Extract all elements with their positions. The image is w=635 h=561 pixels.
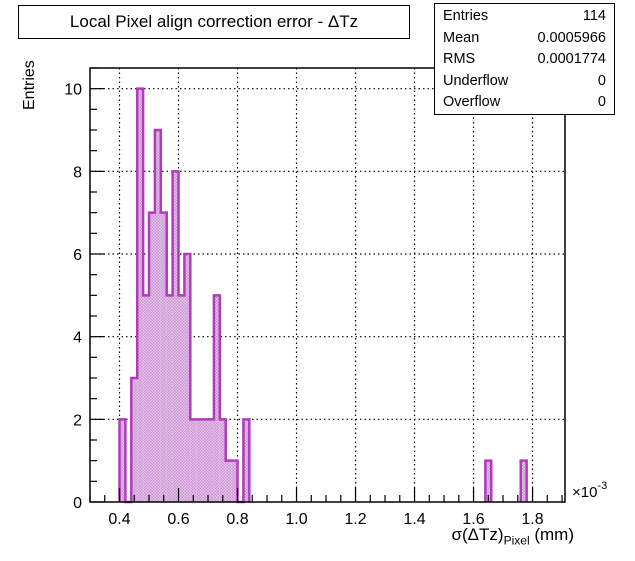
stats-label: Overflow [443, 94, 501, 110]
x-tick-label: 1.8 [521, 511, 543, 528]
stats-row-underflow: Underflow 0 [443, 71, 606, 93]
y-tick-label: 8 [73, 164, 82, 181]
histogram-bin [243, 419, 250, 502]
histogram-bin [190, 419, 197, 502]
stats-label: Mean [443, 29, 480, 46]
x-tick-label: 0.8 [226, 511, 248, 528]
x-axis-exponent-base: ×10 [572, 484, 598, 501]
x-axis-label-subscript: Pixel [503, 533, 530, 548]
stats-row-mean: Mean 0.0005966 [443, 28, 606, 50]
x-tick-label: 1.4 [403, 511, 425, 528]
histogram-bin [149, 212, 155, 502]
x-axis-label-main: σ(ΔTz) [451, 525, 504, 544]
stats-box: Entries 114 Mean 0.0005966 RMS 0.0001774… [434, 3, 615, 115]
stats-value: 0 [597, 72, 606, 89]
histogram-bin [131, 378, 138, 502]
histogram-bin [119, 419, 126, 502]
stats-label: Entries [443, 8, 489, 24]
x-tick-label: 1.6 [462, 511, 484, 528]
stats-row-overflow: Overflow 0 [443, 92, 606, 114]
stats-value: 0 [597, 94, 606, 110]
histogram-bin [184, 254, 191, 502]
y-tick-label: 2 [73, 412, 82, 429]
histogram-bin [219, 419, 226, 502]
histogram-bin [213, 295, 220, 502]
histogram-bin [160, 212, 167, 502]
histogram-bin [166, 295, 173, 502]
histogram-bin [208, 419, 214, 502]
histogram-outline [118, 87, 528, 504]
x-axis-exponent-power: -3 [597, 480, 608, 492]
stats-value: 114 [582, 8, 606, 24]
x-axis-label: σ(ΔTz)Pixel (mm) [452, 525, 574, 547]
histogram-bin [231, 460, 238, 502]
stats-row-entries: Entries 114 [443, 6, 606, 28]
y-tick-label: 4 [73, 330, 82, 347]
histogram-bin [154, 130, 161, 502]
histogram-bin [172, 171, 179, 503]
histogram-bin [196, 419, 203, 502]
histogram-bin [520, 460, 527, 502]
x-tick-label: 0.6 [167, 511, 189, 528]
histogram-bin [143, 295, 150, 502]
y-tick-label: 10 [64, 82, 82, 99]
histogram-bin [178, 295, 185, 502]
histogram-bin [202, 419, 209, 502]
x-axis-label-unit: (mm) [534, 525, 574, 544]
x-tick-label: 1.0 [285, 511, 307, 528]
chart-title: Local Pixel align correction error - ΔTz [18, 5, 410, 39]
stats-label: Underflow [443, 72, 509, 89]
y-tick-label: 0 [73, 495, 82, 512]
x-tick-label: 1.2 [344, 511, 366, 528]
histogram-bin [225, 460, 232, 502]
stats-row-rms: RMS 0.0001774 [443, 49, 606, 71]
histogram-bin [137, 88, 144, 503]
stats-value: 0.0005966 [537, 29, 606, 46]
stats-value: 0.0001774 [537, 51, 606, 67]
histogram-bin [485, 460, 492, 502]
y-tick-label: 6 [73, 247, 82, 264]
x-tick-label: 0.4 [108, 511, 130, 528]
plot-frame [89, 67, 566, 503]
x-axis-exponent: ×10-3 [572, 480, 608, 501]
stats-label: RMS [443, 51, 476, 67]
y-axis-label: Entries [21, 60, 38, 110]
